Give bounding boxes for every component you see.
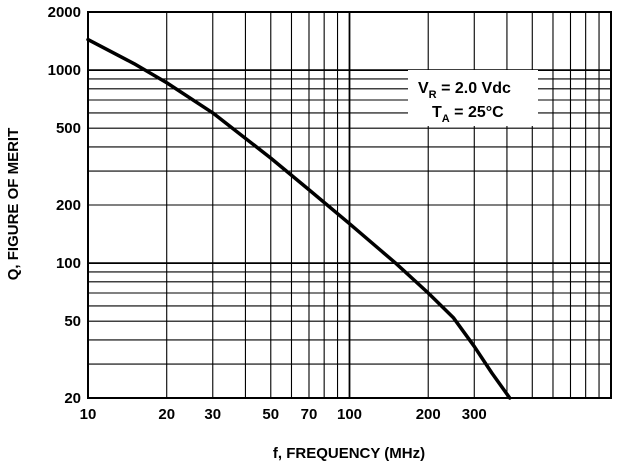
series-line — [86, 37, 512, 400]
x-tick-labels: 10 20 30 50 70 100 200 300 — [80, 406, 487, 423]
annotation-background — [408, 70, 538, 126]
y-tick-label: 20 — [64, 390, 81, 407]
x-tick-label: 300 — [462, 406, 487, 423]
x-axis-label: f, FREQUENCY (MHz) — [273, 445, 425, 462]
y-tick-label: 500 — [56, 120, 81, 137]
x-tick-label: 200 — [416, 406, 441, 423]
y-tick-labels: 20 50 100 200 500 1000 2000 — [48, 4, 81, 407]
annotation-line-1: VR = 2.0 Vdc — [418, 80, 511, 101]
y-axis-label: Q, FIGURE OF MERIT — [5, 128, 22, 281]
x-tick-label: 100 — [337, 406, 362, 423]
y-tick-label: 100 — [56, 255, 81, 272]
x-tick-label: 30 — [204, 406, 221, 423]
x-tick-label: 50 — [262, 406, 279, 423]
y-tick-label: 200 — [56, 197, 81, 214]
y-tick-label: 2000 — [48, 4, 81, 21]
annotation-line-2: TA = 25°C — [432, 104, 504, 125]
conditions-annotation: VR = 2.0 Vdc TA = 25°C — [408, 70, 538, 126]
x-tick-label: 70 — [301, 406, 318, 423]
x-tick-label: 20 — [158, 406, 175, 423]
x-tick-label: 10 — [80, 406, 97, 423]
plot-frame — [87, 11, 612, 399]
y-tick-label: 1000 — [48, 62, 81, 79]
y-tick-label: 50 — [64, 313, 81, 330]
